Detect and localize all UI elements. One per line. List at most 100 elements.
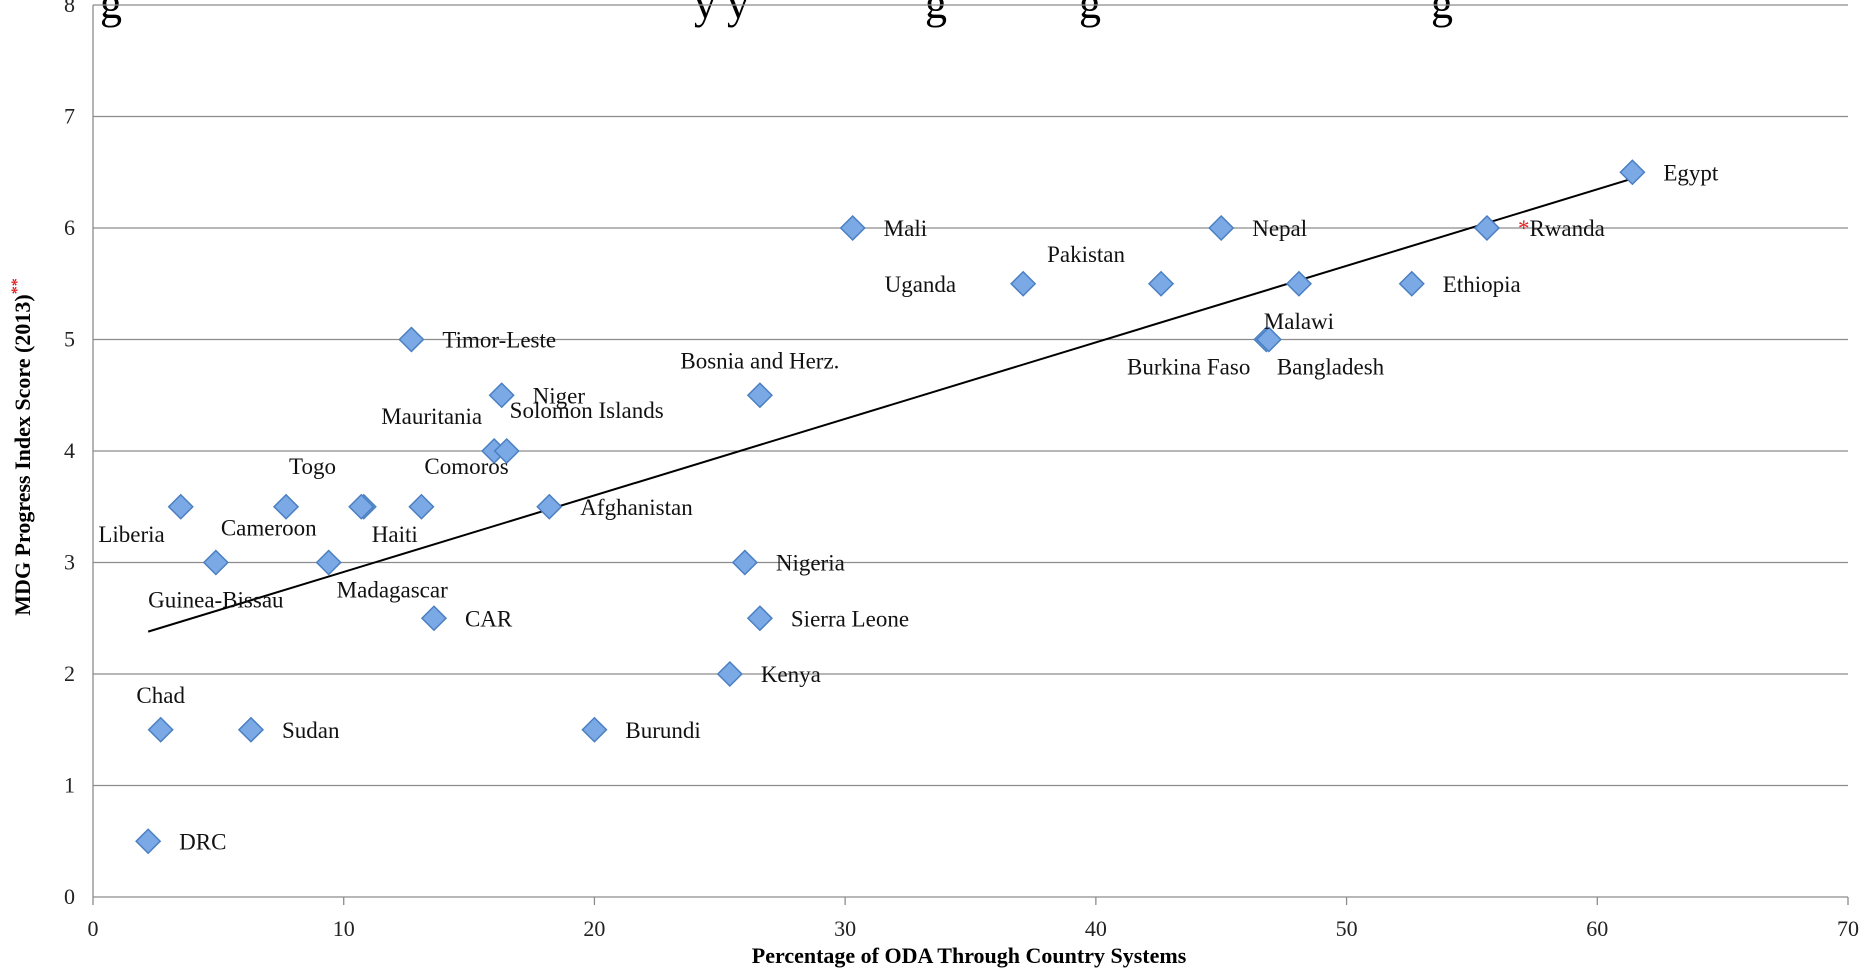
point-label-bangladesh: Bangladesh xyxy=(1277,355,1385,380)
title-layer: g y y g g g xyxy=(100,0,1453,28)
point-label-text-haiti: Haiti xyxy=(372,522,418,547)
point-marker-niger xyxy=(488,382,515,409)
y-axis-label-marker: ** xyxy=(9,278,26,294)
point-label-pakistan: Pakistan xyxy=(1047,242,1125,267)
point-marker-guinea-bissau xyxy=(202,549,229,576)
point-label-bosnia-and-herz: Bosnia and Herz. xyxy=(680,348,839,373)
x-axis-label: Percentage of ODA Through Country System… xyxy=(752,943,1187,968)
point-label-marker-rwanda: * xyxy=(1518,216,1530,241)
point-marker-burundi xyxy=(581,716,608,743)
point-label-text-liberia: Liberia xyxy=(98,522,164,547)
point-marker-sudan xyxy=(237,716,265,743)
point-marker-comoros xyxy=(408,493,435,520)
point-label-text-rwanda: Rwanda xyxy=(1529,216,1604,241)
point-marker-timor-leste xyxy=(398,326,425,353)
point-label-text-comoros: Comoros xyxy=(424,454,508,479)
point-label-text-guinea-bissau: Guinea-Bissau xyxy=(148,588,284,613)
y-tick-label-1: 1 xyxy=(64,773,75,798)
point-label-chad: Chad xyxy=(136,683,185,708)
point-marker-rwanda xyxy=(1473,214,1501,242)
point-label-text-chad: Chad xyxy=(136,683,185,708)
point-label-burkina-faso: Burkina Faso xyxy=(1127,355,1250,380)
point-label-rwanda: *Rwanda xyxy=(1518,216,1605,241)
point-marker-drc xyxy=(135,828,162,855)
trendline xyxy=(147,176,1636,633)
trendline-layer xyxy=(147,176,1636,633)
point-label-kenya: Kenya xyxy=(761,662,821,687)
point-label-drc: DRC xyxy=(179,829,226,854)
point-label-text-mali: Mali xyxy=(884,216,927,241)
axis-titles: Percentage of ODA Through Country System… xyxy=(9,278,1187,968)
point-marker-nepal xyxy=(1208,214,1235,242)
y-tick-label-0: 0 xyxy=(64,884,75,909)
point-label-text-niger: Niger xyxy=(533,383,586,408)
axes: 0 1 2 3 4 5 6 7 8 0 10 20 30 40 50 60 70 xyxy=(64,0,1859,941)
chart-title-partial: g y y g g g xyxy=(100,0,1453,28)
y-tick-label-8: 8 xyxy=(64,0,75,17)
point-marker-kenya xyxy=(716,660,743,688)
point-label-solomon-islands: Solomon Islands xyxy=(510,398,664,423)
point-label-text-afghanistan: Afghanistan xyxy=(580,495,693,520)
point-label-text-egypt: Egypt xyxy=(1663,160,1719,185)
point-label-text-solomon-islands: Solomon Islands xyxy=(510,398,664,423)
point-marker-pakistan xyxy=(1147,270,1175,297)
point-label-togo: Togo xyxy=(289,454,336,479)
point-label-madagascar: Madagascar xyxy=(337,578,448,603)
point-marker-unlabeled-10 xyxy=(348,493,375,520)
point-label-cameroon: Cameroon xyxy=(221,516,317,541)
x-tick-label-60: 60 xyxy=(1586,916,1608,941)
svg-text:MDG Progress Index Score (2013: MDG Progress Index Score (2013)** xyxy=(9,278,35,615)
x-tick-label-70: 70 xyxy=(1837,916,1859,941)
point-marker-car xyxy=(420,605,448,632)
point-label-sudan: Sudan xyxy=(282,718,340,743)
y-tick-label-5: 5 xyxy=(64,327,75,352)
point-label-timor-leste: Timor-Leste xyxy=(442,328,556,353)
x-tick-label-20: 20 xyxy=(583,916,605,941)
point-label-text-madagascar: Madagascar xyxy=(337,578,448,603)
x-tick-label-30: 30 xyxy=(834,916,856,941)
x-tick-label-10: 10 xyxy=(333,916,355,941)
point-label-nigeria: Nigeria xyxy=(776,551,845,576)
x-tick-label-0: 0 xyxy=(88,916,99,941)
point-label-liberia: Liberia xyxy=(98,522,164,547)
point-label-text-car: CAR xyxy=(465,606,513,631)
point-marker-sierra-leone xyxy=(746,605,773,632)
data-points xyxy=(135,159,1646,855)
point-label-mauritania: Mauritania xyxy=(381,404,482,429)
point-label-car: CAR xyxy=(465,606,513,631)
point-marker-nigeria xyxy=(731,549,758,576)
gridlines xyxy=(93,4,1848,898)
point-label-niger: Niger xyxy=(533,383,586,408)
point-marker-cameroon xyxy=(315,549,342,576)
point-label-burundi: Burundi xyxy=(625,718,700,743)
x-tick-label-50: 50 xyxy=(1336,916,1358,941)
x-tick-label-40: 40 xyxy=(1085,916,1107,941)
point-marker-egypt xyxy=(1619,159,1646,186)
point-label-ethiopia: Ethiopia xyxy=(1443,272,1521,297)
point-label-egypt: Egypt xyxy=(1663,160,1719,185)
point-labels: DRC Chad Sudan Burundi Liberia Guinea-Bissau T… xyxy=(98,160,1719,854)
point-label-guinea-bissau: Guinea-Bissau xyxy=(148,588,284,613)
point-label-text-timor-leste: Timor-Leste xyxy=(442,328,556,353)
point-label-afghanistan: Afghanistan xyxy=(580,495,693,520)
point-label-malawi: Malawi xyxy=(1264,309,1334,334)
point-label-text-kenya: Kenya xyxy=(761,662,821,687)
point-label-text-malawi: Malawi xyxy=(1264,309,1334,334)
point-marker-solomon-islands xyxy=(493,437,520,465)
point-label-text-bangladesh: Bangladesh xyxy=(1277,355,1385,380)
y-axis-label-group: MDG Progress Index Score (2013)** xyxy=(9,278,35,615)
point-marker-afghanistan xyxy=(536,493,563,520)
point-marker-uganda xyxy=(1010,270,1037,297)
point-label-text-cameroon: Cameroon xyxy=(221,516,317,541)
point-marker-ethiopia xyxy=(1398,270,1425,297)
y-axis-label: MDG Progress Index Score (2013) xyxy=(10,294,35,615)
point-marker-mali xyxy=(839,214,866,242)
point-label-text-drc: DRC xyxy=(179,829,226,854)
point-marker-malawi xyxy=(1285,270,1313,297)
point-label-uganda: Uganda xyxy=(885,272,957,297)
point-label-comoros: Comoros xyxy=(424,454,508,479)
point-label-text-nepal: Nepal xyxy=(1252,216,1307,241)
point-label-text-pakistan: Pakistan xyxy=(1047,242,1125,267)
